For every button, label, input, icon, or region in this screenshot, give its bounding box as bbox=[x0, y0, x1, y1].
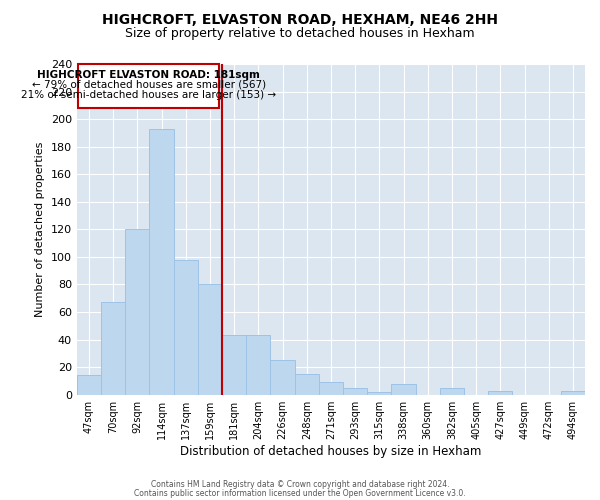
Bar bbox=[561, 390, 585, 394]
Bar bbox=[125, 230, 149, 394]
Text: HIGHCROFT, ELVASTON ROAD, HEXHAM, NE46 2HH: HIGHCROFT, ELVASTON ROAD, HEXHAM, NE46 2… bbox=[102, 12, 498, 26]
Bar bbox=[319, 382, 343, 394]
Bar bbox=[246, 336, 271, 394]
FancyBboxPatch shape bbox=[78, 64, 219, 108]
Text: Contains public sector information licensed under the Open Government Licence v3: Contains public sector information licen… bbox=[134, 488, 466, 498]
Text: Size of property relative to detached houses in Hexham: Size of property relative to detached ho… bbox=[125, 28, 475, 40]
Bar bbox=[440, 388, 464, 394]
X-axis label: Distribution of detached houses by size in Hexham: Distribution of detached houses by size … bbox=[180, 444, 482, 458]
Text: 21% of semi-detached houses are larger (153) →: 21% of semi-detached houses are larger (… bbox=[21, 90, 276, 100]
Bar bbox=[367, 392, 391, 394]
Bar bbox=[391, 384, 416, 394]
Bar bbox=[222, 336, 246, 394]
Text: Contains HM Land Registry data © Crown copyright and database right 2024.: Contains HM Land Registry data © Crown c… bbox=[151, 480, 449, 489]
Y-axis label: Number of detached properties: Number of detached properties bbox=[35, 142, 45, 317]
Bar bbox=[295, 374, 319, 394]
Bar bbox=[149, 129, 173, 394]
Bar bbox=[343, 388, 367, 394]
Bar bbox=[77, 376, 101, 394]
Text: HIGHCROFT ELVASTON ROAD: 181sqm: HIGHCROFT ELVASTON ROAD: 181sqm bbox=[37, 70, 260, 80]
Text: ← 79% of detached houses are smaller (567): ← 79% of detached houses are smaller (56… bbox=[32, 79, 266, 89]
Bar bbox=[173, 260, 198, 394]
Bar bbox=[198, 284, 222, 395]
Bar bbox=[271, 360, 295, 394]
Bar bbox=[101, 302, 125, 394]
Bar bbox=[488, 390, 512, 394]
